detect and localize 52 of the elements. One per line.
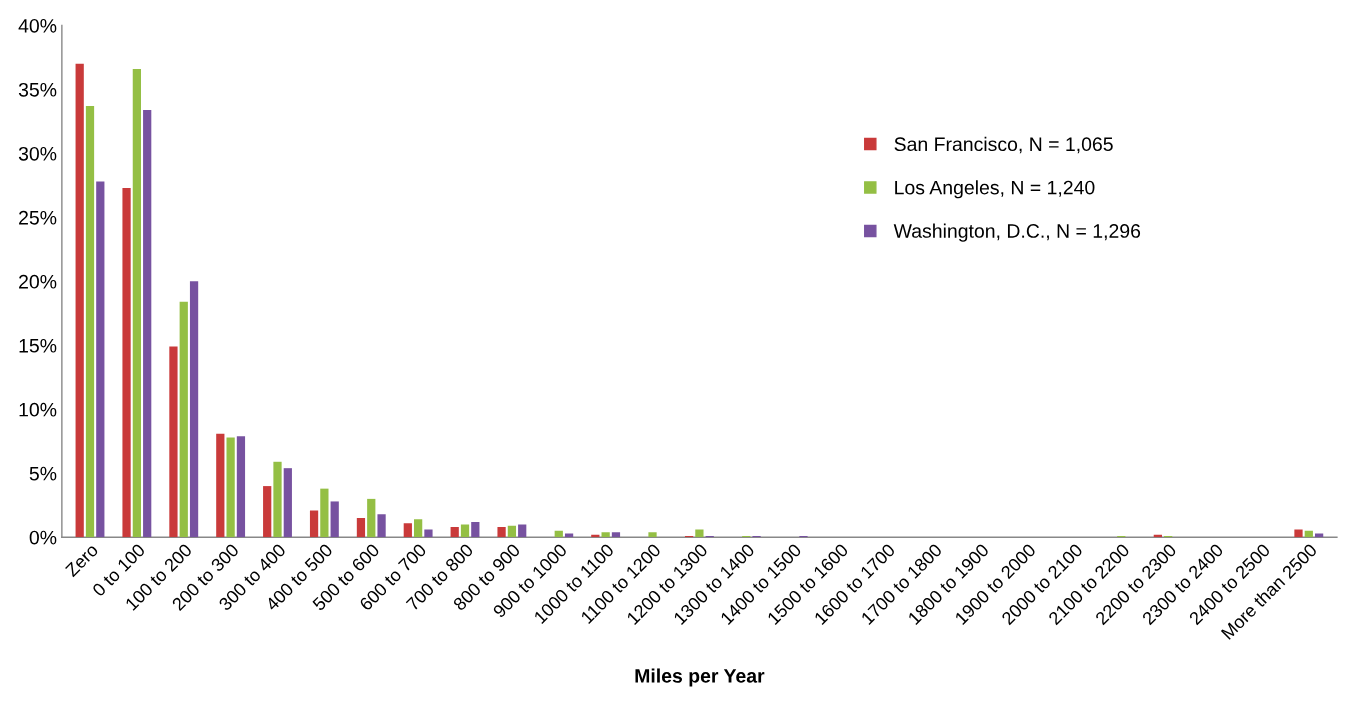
bar	[132, 68, 141, 538]
bar	[460, 524, 470, 538]
bar	[320, 488, 329, 538]
bar	[648, 532, 657, 538]
bar	[85, 106, 95, 538]
y-tick-label: 0%	[29, 530, 57, 545]
bar	[611, 532, 621, 538]
bar	[1294, 529, 1303, 538]
bar	[377, 514, 386, 538]
y-tick-label: 40%	[18, 18, 57, 33]
bar	[189, 281, 199, 538]
legend-label: San Francisco, N = 1,065	[894, 136, 1113, 154]
bar	[518, 524, 527, 538]
bar	[564, 533, 574, 538]
bar	[554, 530, 563, 538]
bar	[283, 468, 292, 538]
y-tick-label: 15%	[19, 338, 57, 353]
y-tick-label: 20%	[19, 274, 57, 289]
y-tick-label: 5%	[29, 466, 57, 481]
bar	[497, 527, 506, 538]
y-tick-label: 25%	[19, 210, 57, 225]
bar	[601, 532, 610, 538]
bar	[122, 187, 131, 538]
bar	[695, 529, 704, 538]
bar	[236, 436, 246, 538]
bar	[216, 433, 225, 538]
bar	[309, 510, 319, 538]
bar	[403, 523, 412, 538]
bar	[169, 346, 178, 538]
bar	[263, 486, 272, 538]
bar	[179, 301, 188, 538]
bar	[414, 519, 423, 538]
bar	[330, 501, 339, 538]
legend-label: Washington, D.C., N = 1,296	[893, 223, 1141, 242]
bar	[1304, 530, 1313, 538]
bar	[1314, 533, 1324, 538]
bar	[471, 521, 480, 538]
bar	[96, 181, 105, 538]
legend-label: Los Angeles, N = 1,240	[895, 180, 1095, 199]
bar	[507, 525, 517, 538]
bar	[75, 63, 84, 538]
bar	[450, 527, 459, 538]
bar	[273, 461, 282, 538]
y-tick-label: 30%	[18, 146, 57, 161]
bar	[356, 518, 366, 538]
bar	[424, 529, 433, 538]
bar	[226, 437, 235, 538]
bar	[143, 109, 152, 538]
bar	[367, 498, 376, 538]
y-tick-label: 10%	[19, 402, 57, 417]
y-tick-label: 35%	[18, 82, 57, 97]
x-axis-title: Miles per Year	[635, 668, 765, 687]
